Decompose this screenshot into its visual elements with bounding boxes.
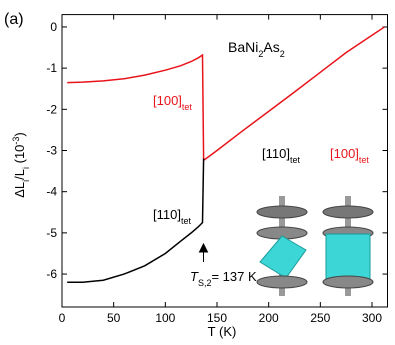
y-axis-label-part: -3 <box>11 137 21 145</box>
x-tick-label: 250 <box>310 311 330 325</box>
x-axis-label: T (K) <box>208 324 237 339</box>
curve-label-part: [110] <box>153 207 181 222</box>
y-axis-label-part: i <box>21 167 31 169</box>
y-axis-label-part: ΔL <box>12 182 27 198</box>
curve-label-part: tet <box>182 102 193 112</box>
curve-label: [100]tet <box>153 93 192 112</box>
transition-label-part: T <box>190 269 199 284</box>
x-tick-label: 50 <box>107 311 121 325</box>
x-tick-label: 0 <box>59 311 66 325</box>
crystal <box>259 235 307 279</box>
curve-label: [110]tet <box>153 207 191 226</box>
sample-label: BaNi2As2 <box>228 39 285 59</box>
plot-frame <box>61 14 388 308</box>
crystal <box>325 233 371 281</box>
line <box>67 26 385 161</box>
x-tick-label: 150 <box>207 311 227 325</box>
transition-label: TS,2= 137 K <box>190 269 257 288</box>
inset <box>256 196 374 296</box>
y-tick-label: -1 <box>46 61 57 75</box>
inset-label: [100]tet <box>330 146 369 165</box>
line <box>67 158 205 284</box>
disc <box>256 205 308 219</box>
transition-label-part: S,2 <box>198 278 212 288</box>
y-tick-label: -6 <box>46 267 57 281</box>
y-tick-label: 0 <box>50 20 57 34</box>
sample-label-part: As <box>263 39 279 55</box>
y-tick-label: -4 <box>46 185 57 199</box>
sample-label-part: 2 <box>280 49 285 59</box>
y-tick-label: -3 <box>46 144 57 158</box>
y-axis-label-part: /L <box>12 169 27 180</box>
inset-label-part: [100] <box>330 146 359 161</box>
disc <box>322 275 374 289</box>
sample-label-part: 2 <box>258 49 263 59</box>
y-axis-label: ΔLi/Li (10-3) <box>11 132 31 198</box>
y-tick-label: -5 <box>46 226 57 240</box>
y-axis-label-part: ) <box>12 132 27 136</box>
x-tick-label: 300 <box>362 311 382 325</box>
inset-label: [110]tet <box>262 146 300 165</box>
disc <box>256 275 308 289</box>
panel-label: (a) <box>4 11 24 28</box>
transition-label-part: = 137 K <box>211 269 257 284</box>
x-tick-label: 100 <box>155 311 175 325</box>
y-axis-label-part: i <box>21 180 31 182</box>
disc <box>322 205 374 219</box>
y-axis-label-part: (10 <box>12 145 27 167</box>
inset-label-part: tet <box>359 155 370 165</box>
x-tick-label: 200 <box>259 311 279 325</box>
curve-label-part: tet <box>181 216 192 226</box>
sample-label-part: BaNi <box>228 39 258 55</box>
inset-label-part: [110] <box>262 146 290 161</box>
curve-label-part: [100] <box>153 93 182 108</box>
y-tick-label: -2 <box>46 102 57 116</box>
inset-label-part: tet <box>290 155 301 165</box>
transition-arrow <box>198 242 209 262</box>
